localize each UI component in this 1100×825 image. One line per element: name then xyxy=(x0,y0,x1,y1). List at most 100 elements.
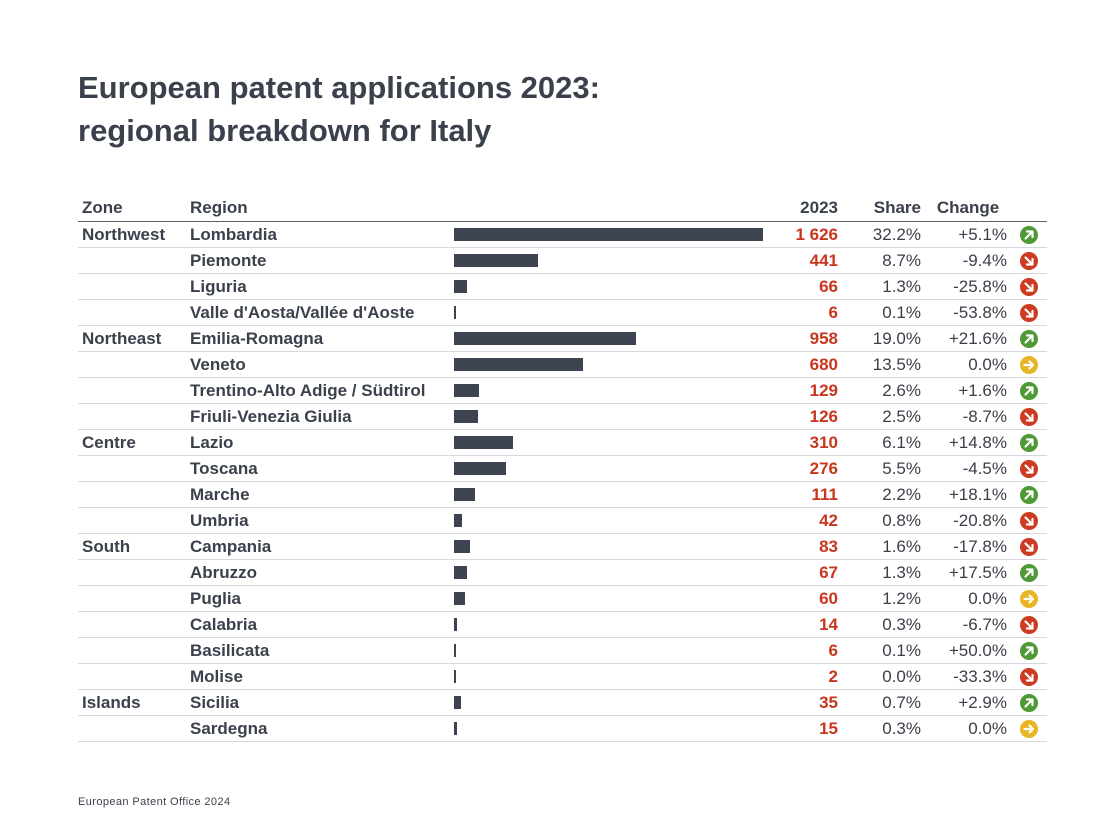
trend-down-arrow-icon xyxy=(1020,408,1038,427)
table-row: Valle d'Aosta/Vallée d'Aoste 6 0.1% -53.8% xyxy=(78,299,1047,326)
change-label: +14.8% xyxy=(925,429,1011,456)
table-row: Friuli-Venezia Giulia 126 2.5% -8.7% xyxy=(78,403,1047,430)
share-label: 0.1% xyxy=(842,299,925,326)
region-label: Basilicata xyxy=(186,637,454,664)
bar xyxy=(454,670,456,683)
trend-flat-arrow-icon xyxy=(1020,720,1038,739)
bar-track xyxy=(454,638,774,663)
change-label: -17.8% xyxy=(925,533,1011,560)
bar-track xyxy=(454,274,774,299)
value-label: 60 xyxy=(774,585,842,612)
value-label: 83 xyxy=(774,533,842,560)
region-label: Abruzzo xyxy=(186,559,454,586)
bar-track xyxy=(454,456,774,481)
zone-label xyxy=(78,351,186,378)
zone-label xyxy=(78,481,186,508)
bar-track xyxy=(454,378,774,403)
table-row: Liguria 66 1.3% -25.8% xyxy=(78,273,1047,300)
bar xyxy=(454,722,457,735)
value-label: 66 xyxy=(774,273,842,300)
trend-up-arrow-icon xyxy=(1020,434,1038,453)
header-share: Share xyxy=(842,194,925,222)
share-label: 5.5% xyxy=(842,455,925,482)
bar-track xyxy=(454,716,774,741)
table-row: Piemonte 441 8.7% -9.4% xyxy=(78,247,1047,274)
trend-down-arrow-icon xyxy=(1020,252,1038,271)
trend-up-arrow-icon xyxy=(1020,486,1038,505)
header-zone: Zone xyxy=(78,194,186,222)
bar-track xyxy=(454,248,774,273)
bar-track xyxy=(454,222,774,247)
trend-down-arrow-icon xyxy=(1020,616,1038,635)
bar xyxy=(454,332,637,345)
bar-cell xyxy=(454,481,774,508)
footer-source: European Patent Office 2024 xyxy=(78,796,231,808)
zone-label xyxy=(78,455,186,482)
trend-flat-arrow-icon xyxy=(1020,590,1038,609)
zone-label xyxy=(78,403,186,430)
value-label: 14 xyxy=(774,611,842,638)
trend-cell xyxy=(1011,689,1047,716)
share-label: 1.3% xyxy=(842,273,925,300)
region-label: Sicilia xyxy=(186,689,454,716)
trend-cell xyxy=(1011,429,1047,456)
share-label: 0.1% xyxy=(842,637,925,664)
bar xyxy=(454,462,507,475)
share-label: 32.2% xyxy=(842,221,925,248)
share-label: 6.1% xyxy=(842,429,925,456)
change-label: +50.0% xyxy=(925,637,1011,664)
value-label: 441 xyxy=(774,247,842,274)
bar-track xyxy=(454,404,774,429)
bar-track xyxy=(454,300,774,325)
region-label: Lombardia xyxy=(186,221,454,248)
trend-cell xyxy=(1011,663,1047,690)
bar-cell xyxy=(454,533,774,560)
region-label: Umbria xyxy=(186,507,454,534)
region-label: Lazio xyxy=(186,429,454,456)
share-label: 1.2% xyxy=(842,585,925,612)
value-label: 6 xyxy=(774,299,842,326)
bar xyxy=(454,566,467,579)
zone-label: Centre xyxy=(78,429,186,456)
share-label: 2.5% xyxy=(842,403,925,430)
trend-cell xyxy=(1011,559,1047,586)
value-label: 126 xyxy=(774,403,842,430)
change-label: -8.7% xyxy=(925,403,1011,430)
bar xyxy=(454,254,538,267)
header-arrow xyxy=(1011,194,1047,222)
bar xyxy=(454,644,456,657)
change-label: -33.3% xyxy=(925,663,1011,690)
table-body: Northwest Lombardia 1 626 32.2% +5.1% Piemont… xyxy=(78,221,1047,742)
share-label: 13.5% xyxy=(842,351,925,378)
region-label: Molise xyxy=(186,663,454,690)
zone-label: Islands xyxy=(78,689,186,716)
share-label: 1.3% xyxy=(842,559,925,586)
bar xyxy=(454,540,470,553)
table-row: Trentino-Alto Adige / Südtirol 129 2.6% +1.… xyxy=(78,377,1047,404)
share-label: 1.6% xyxy=(842,533,925,560)
bar-cell xyxy=(454,325,774,352)
value-label: 35 xyxy=(774,689,842,716)
change-label: +5.1% xyxy=(925,221,1011,248)
change-label: 0.0% xyxy=(925,715,1011,742)
bar-cell xyxy=(454,715,774,742)
region-label: Toscana xyxy=(186,455,454,482)
zone-label: South xyxy=(78,533,186,560)
header-value: 2023 xyxy=(774,194,842,222)
value-label: 42 xyxy=(774,507,842,534)
zone-label xyxy=(78,637,186,664)
bar-track xyxy=(454,508,774,533)
table-row: Northwest Lombardia 1 626 32.2% +5.1% xyxy=(78,221,1047,248)
bar-cell xyxy=(454,299,774,326)
change-label: +2.9% xyxy=(925,689,1011,716)
bar-cell xyxy=(454,247,774,274)
table-row: Abruzzo 67 1.3% +17.5% xyxy=(78,559,1047,586)
trend-flat-arrow-icon xyxy=(1020,356,1038,375)
value-label: 6 xyxy=(774,637,842,664)
trend-cell xyxy=(1011,247,1047,274)
trend-cell xyxy=(1011,221,1047,248)
share-label: 19.0% xyxy=(842,325,925,352)
bar-cell xyxy=(454,221,774,248)
change-label: +21.6% xyxy=(925,325,1011,352)
trend-up-arrow-icon xyxy=(1020,642,1038,661)
